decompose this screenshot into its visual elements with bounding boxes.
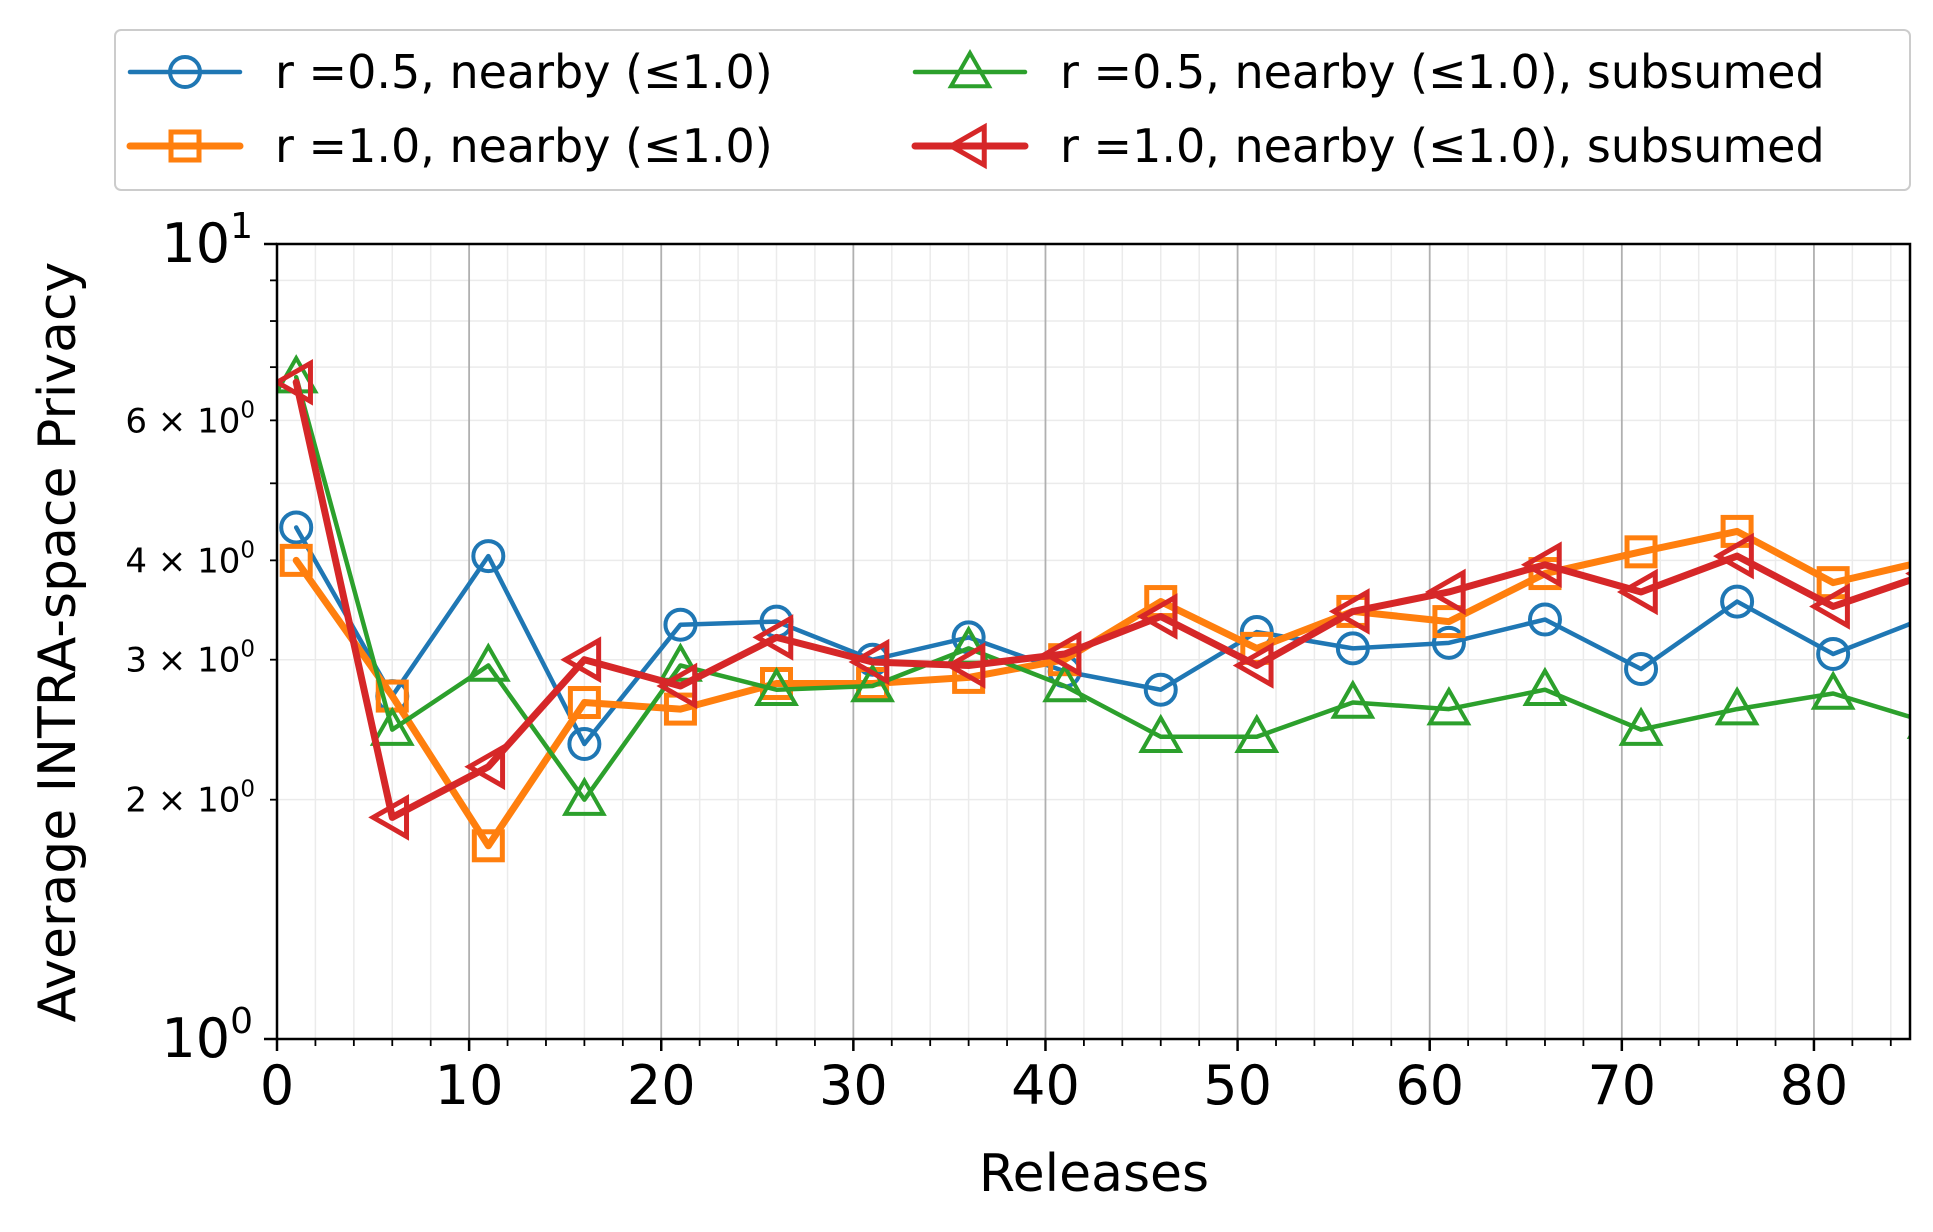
data-point-triangle-up	[850, 662, 896, 703]
data-point-triangle-up	[1042, 662, 1088, 703]
data-point-circle	[1816, 636, 1851, 671]
x-tick-label: 50	[1203, 1054, 1272, 1117]
data-point-triangle-left	[944, 642, 986, 689]
data-point-circle	[1335, 631, 1370, 666]
data-point-square	[471, 829, 505, 863]
data-point-triangle-up	[369, 706, 415, 746]
data-point-triangle-left	[1616, 568, 1658, 616]
legend-entry-4: r =1.0, nearby (≤1.0), subsumed	[911, 119, 1825, 173]
data-point-triangle-up	[658, 642, 703, 682]
minor-grid	[277, 244, 1910, 1039]
data-point-triangle-left	[1040, 630, 1082, 678]
legend-label: r =1.0, nearby (≤1.0)	[275, 119, 773, 173]
data-point-triangle-up	[1138, 713, 1184, 753]
data-point-square	[279, 543, 313, 577]
legend-entry-1: r =0.5, nearby (≤1.0)	[127, 45, 773, 99]
y-minor-tick-label: 6 × 100	[125, 397, 255, 441]
legend-frame	[114, 29, 1911, 191]
legend-label: r =0.5, nearby (≤1.0)	[275, 45, 773, 99]
y-minor-tick-label: 4 × 100	[125, 537, 255, 581]
axes	[264, 242, 1912, 1051]
x-tick-label: 10	[435, 1054, 504, 1117]
data-point-square	[567, 686, 601, 720]
data-point-triangle-up	[1426, 686, 1472, 726]
legend-label: r =1.0, nearby (≤1.0), subsumed	[1060, 119, 1825, 173]
data-point-triangle-up	[1810, 670, 1856, 710]
data-point-square	[168, 129, 202, 163]
plot-frame	[275, 242, 1912, 1041]
data-point-triangle-left	[945, 122, 987, 170]
data-point-triangle-left	[1520, 541, 1562, 589]
data-point-triangle-left	[464, 743, 506, 791]
data-point-triangle-left	[1232, 642, 1274, 689]
plot-area: 0 10 20 30 40 50 60 70 80 100 101 2 × 100 3 × 100 4 ×…	[125, 206, 1912, 1117]
data-point-circle	[1143, 672, 1178, 707]
data-point-triangle-up	[1618, 706, 1664, 746]
legend-entry-3: r =0.5, nearby (≤1.0), subsumed	[912, 45, 1825, 99]
x-tick-label: 0	[260, 1054, 294, 1117]
data-point-square	[1432, 605, 1466, 639]
data-point-triangle-up	[561, 776, 607, 816]
data-point-triangle-up	[1234, 713, 1280, 753]
data-point-circle	[663, 607, 698, 642]
data-point-triangle-left	[1328, 588, 1370, 635]
series-4	[277, 358, 1910, 841]
data-point-triangle-left	[1713, 532, 1754, 580]
x-tick-label: 30	[819, 1054, 888, 1117]
data-point-circle	[1720, 584, 1755, 619]
y-major-tick-label: 100	[161, 1001, 253, 1070]
data-point-triangle-up	[1522, 666, 1568, 706]
data-point-triangle-up	[754, 666, 799, 706]
data-point-triangle-left	[368, 794, 410, 841]
x-tick-label: 70	[1587, 1054, 1656, 1117]
y-minor-tick-label: 3 × 100	[125, 637, 255, 681]
data-point-triangle-left	[1424, 568, 1466, 616]
data-point-triangle-up	[1330, 679, 1376, 719]
data-point-circle	[471, 539, 506, 574]
x-tick-label: 60	[1395, 1054, 1464, 1117]
legend: r =0.5, nearby (≤1.0) r =1.0, nearby (≤1.…	[114, 29, 1911, 191]
data-point-triangle-up	[947, 48, 993, 89]
x-tick-label: 80	[1780, 1054, 1849, 1117]
data-point-circle	[1431, 625, 1466, 660]
y-minor-tick-label: 2 × 100	[125, 777, 255, 821]
data-point-triangle-left	[560, 636, 602, 683]
data-point-triangle-left	[656, 662, 698, 710]
data-point-triangle-up	[1714, 686, 1760, 726]
legend-entry-2: r =1.0, nearby (≤1.0)	[126, 119, 773, 173]
data-point-triangle-left	[277, 358, 313, 406]
data-point-circle	[1527, 602, 1562, 637]
legend-items: r =0.5, nearby (≤1.0) r =1.0, nearby (≤1.…	[126, 45, 1825, 173]
tick-labels: 0 10 20 30 40 50 60 70 80 100 101 2 × 100 3 × 100 4 ×…	[125, 206, 1848, 1117]
y-major-tick-label: 101	[161, 206, 253, 275]
x-tick-label: 20	[627, 1054, 696, 1117]
data-point-triangle-up	[465, 642, 511, 682]
data-point-triangle-left	[848, 638, 890, 686]
data-point-square	[1624, 535, 1658, 569]
series-layer	[277, 354, 1910, 863]
data-point-circle	[168, 55, 202, 89]
series-line-3	[293, 374, 1910, 802]
data-point-triangle-left	[1136, 593, 1178, 640]
x-tick-label: 40	[1011, 1054, 1080, 1117]
data-point-circle	[567, 727, 602, 762]
data-point-circle	[1624, 652, 1659, 687]
data-point-circle	[279, 510, 314, 545]
data-point-triangle-left	[1809, 583, 1850, 630]
y-axis-title: Average INTRA-space Privacy	[28, 262, 88, 1023]
data-point-triangle-left	[752, 614, 794, 661]
x-axis-title: Releases	[979, 1144, 1209, 1204]
legend-label: r =0.5, nearby (≤1.0), subsumed	[1060, 45, 1825, 99]
